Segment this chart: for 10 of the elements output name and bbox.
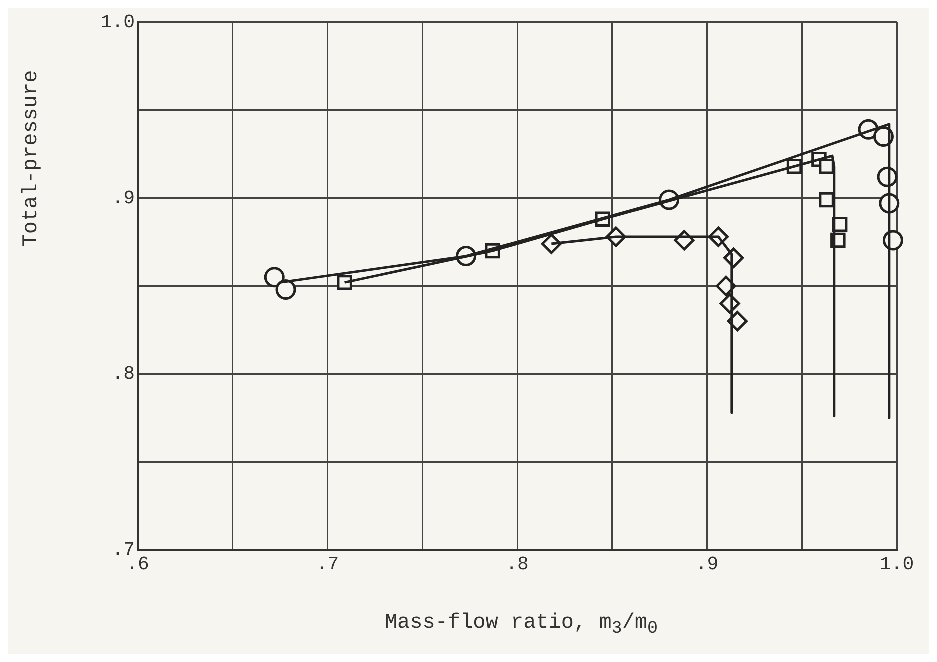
y-tick-label: 1.0 xyxy=(100,11,135,34)
x-axis-title: Mass-flow ratio, m$_{3}$/m$_{0}$ xyxy=(384,612,660,640)
x-tick-label: .7 xyxy=(316,553,340,576)
x-tick-label: 1.0 xyxy=(880,553,914,576)
x-tick-label: .9 xyxy=(696,553,719,576)
x-tick-label: .8 xyxy=(506,553,529,576)
y-axis-title: Total-pressure xyxy=(20,70,44,246)
y-tick-label: .8 xyxy=(112,363,135,386)
y-tick-label: .7 xyxy=(112,539,135,562)
y-tick-label: .9 xyxy=(112,187,135,210)
